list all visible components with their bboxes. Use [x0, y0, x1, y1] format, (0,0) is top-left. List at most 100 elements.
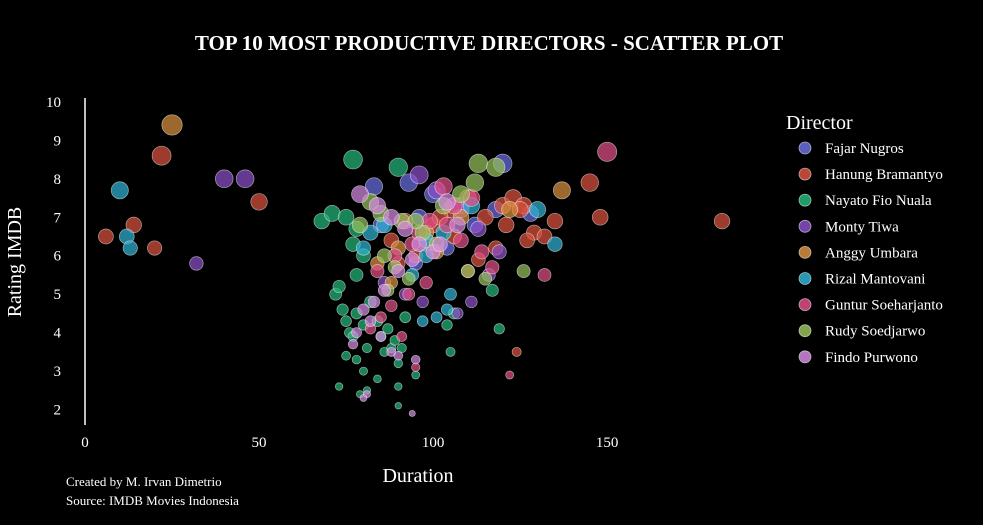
data-point — [359, 366, 368, 376]
data-point — [529, 201, 546, 219]
data-point — [511, 346, 522, 357]
data-point — [343, 149, 363, 170]
data-point — [375, 311, 387, 324]
data-point — [98, 228, 114, 245]
legend-item: Anggy Umbara — [798, 245, 918, 261]
legend-label: Guntur Soeharjanto — [825, 298, 943, 314]
data-point — [340, 315, 352, 327]
x-tick-label: 50 — [252, 435, 267, 451]
x-axis-label: Duration — [382, 465, 453, 487]
x-tick-labels: 0 50 100 150 — [81, 435, 618, 451]
legend-marker — [798, 272, 812, 285]
data-points — [98, 114, 731, 417]
data-point — [465, 295, 478, 309]
data-point — [404, 252, 420, 267]
legend-label: Hanung Bramantyo — [825, 167, 943, 183]
data-point — [351, 185, 369, 204]
legend-marker — [798, 219, 812, 233]
data-point — [432, 236, 448, 252]
credit-text: Created by M. Irvan Dimetrio — [66, 474, 222, 489]
y-tick-label: 6 — [54, 249, 62, 265]
data-point — [416, 315, 429, 327]
legend-item: Fajar Nugros — [798, 141, 904, 157]
y-tick-label: 7 — [54, 210, 62, 226]
data-point — [536, 228, 553, 245]
legend-marker — [798, 193, 812, 207]
data-point — [235, 169, 255, 189]
data-point — [498, 216, 515, 234]
data-point — [416, 295, 429, 309]
data-point — [401, 272, 416, 286]
data-point — [397, 220, 414, 237]
data-point — [189, 256, 204, 271]
data-point — [580, 173, 599, 192]
x-tick-label: 0 — [81, 435, 89, 451]
data-point — [364, 315, 377, 327]
data-point — [383, 209, 400, 226]
data-point — [410, 354, 421, 365]
data-point — [465, 173, 485, 192]
data-point — [451, 307, 464, 320]
data-point — [349, 268, 364, 282]
data-point — [373, 374, 382, 384]
legend-item: Rudy Soedjarwo — [798, 324, 925, 340]
source-text: Source: IMDB Movies Indonesia — [66, 493, 239, 508]
data-point — [377, 283, 391, 297]
legend-item: Nayato Fio Nuala — [798, 193, 932, 209]
data-point — [444, 287, 457, 301]
y-tick-label: 10 — [46, 95, 61, 111]
data-point — [402, 287, 416, 301]
data-point — [394, 382, 403, 391]
legend-label: Rizal Mantovani — [825, 272, 925, 288]
data-point — [336, 303, 349, 316]
legend-label: Fajar Nugros — [825, 141, 904, 157]
data-point — [122, 240, 138, 256]
legend-label: Findo Purwono — [825, 350, 918, 366]
data-point — [399, 311, 412, 324]
data-point — [337, 209, 355, 226]
data-point — [375, 331, 387, 342]
data-point — [713, 212, 731, 230]
data-point — [411, 236, 427, 252]
legend-label: Monty Tiwa — [825, 219, 899, 235]
data-point — [351, 354, 362, 365]
data-point — [505, 370, 515, 380]
data-point — [460, 264, 475, 279]
y-tick-label: 3 — [54, 364, 62, 380]
data-point — [355, 240, 372, 256]
data-point — [161, 114, 183, 136]
data-point — [470, 220, 487, 237]
data-point — [468, 153, 489, 174]
data-point — [341, 350, 351, 361]
data-point — [323, 205, 341, 222]
legend-item: Guntur Soeharjanto — [798, 298, 943, 314]
data-point — [591, 209, 609, 226]
legend-label: Rudy Soedjarwo — [825, 324, 925, 340]
data-point — [357, 303, 370, 316]
data-point — [377, 248, 392, 264]
data-point — [516, 264, 531, 279]
data-point — [382, 323, 394, 335]
data-point — [449, 216, 466, 234]
legend-label: Nayato Fio Nuala — [825, 193, 932, 209]
legend-item: Rizal Mantovani — [798, 272, 925, 288]
data-point — [485, 283, 499, 297]
y-tick-label: 2 — [54, 403, 62, 419]
data-point — [452, 185, 470, 204]
data-point — [334, 382, 344, 391]
data-point — [493, 323, 505, 335]
legend-marker — [798, 141, 812, 155]
data-point — [332, 279, 346, 294]
data-point — [411, 362, 421, 372]
data-point — [408, 410, 416, 417]
data-point — [441, 319, 453, 331]
legend-marker — [798, 324, 812, 338]
data-point — [393, 350, 404, 361]
data-point — [485, 260, 500, 275]
legend-item: Monty Tiwa — [798, 219, 899, 235]
y-tick-label: 4 — [54, 326, 62, 342]
data-point — [547, 236, 563, 252]
data-point — [486, 157, 506, 177]
data-point — [546, 212, 564, 230]
